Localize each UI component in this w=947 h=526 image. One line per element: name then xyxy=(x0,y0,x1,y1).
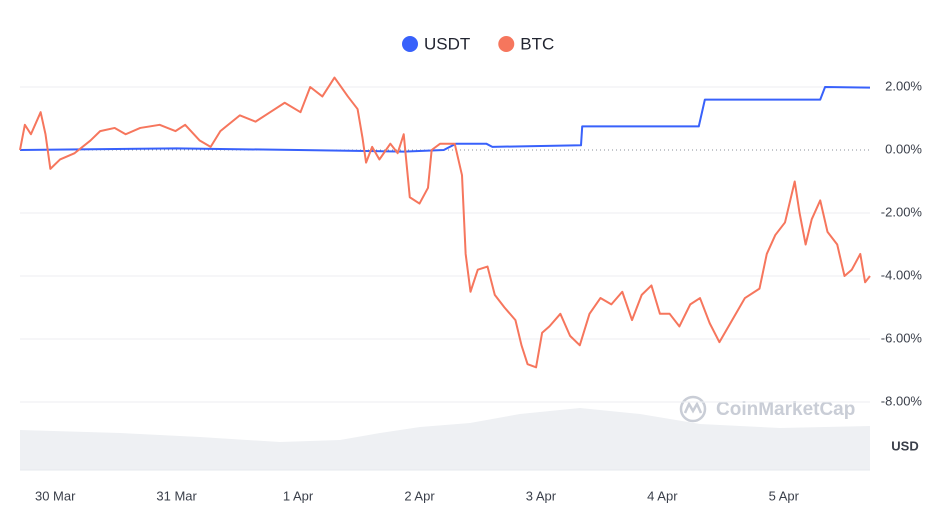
legend-label: BTC xyxy=(520,34,554,53)
x-tick-label: 4 Apr xyxy=(647,488,678,503)
line-series xyxy=(19,86,871,153)
legend-swatch xyxy=(402,36,418,52)
y-tick-label: -4.00% xyxy=(881,267,923,282)
x-tick-label: 2 Apr xyxy=(404,488,435,503)
x-tick-label: 5 Apr xyxy=(769,488,800,503)
legend-label: USDT xyxy=(424,34,470,53)
x-tick-label: 3 Apr xyxy=(526,488,557,503)
y-tick-label: -2.00% xyxy=(881,204,923,219)
y-tick-label: -6.00% xyxy=(881,330,923,345)
x-tick-label: 30 Mar xyxy=(35,488,76,503)
x-tick-label: 1 Apr xyxy=(283,488,314,503)
y-tick-label: -8.00% xyxy=(881,393,923,408)
y-tick-label: 2.00% xyxy=(885,78,922,93)
watermark: CoinMarketCap xyxy=(716,399,855,420)
volume-label: USD xyxy=(891,438,918,453)
watermark-logo xyxy=(679,395,707,423)
legend-swatch xyxy=(498,36,515,52)
line-series xyxy=(19,76,871,369)
y-tick-label: 0.00% xyxy=(885,141,922,156)
x-tick-label: 31 Mar xyxy=(156,488,197,503)
volume-area xyxy=(20,408,870,470)
